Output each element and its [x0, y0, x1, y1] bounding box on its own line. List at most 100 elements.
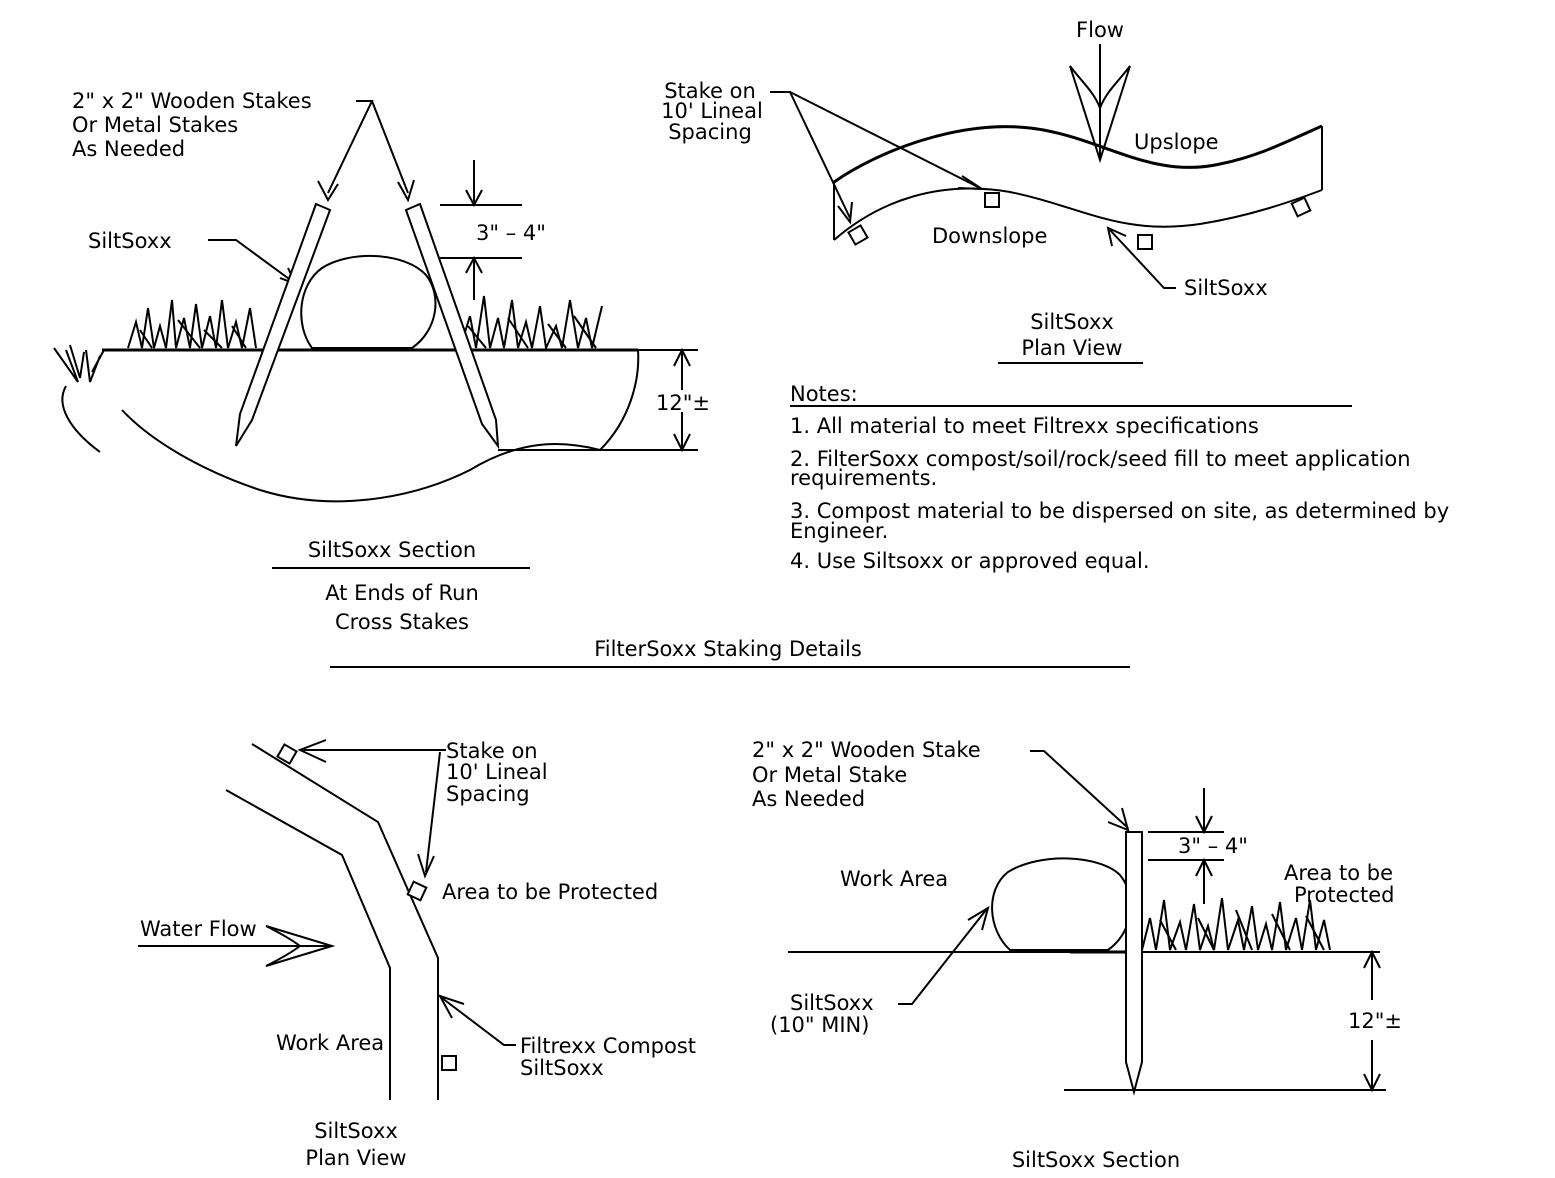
section-b-soxx-label-line2: (10" MIN): [770, 1013, 869, 1037]
section-a-grass-left-blades: [139, 319, 247, 349]
section-a-depth-dim: 12"±: [656, 391, 710, 415]
section-b-depth-dim: 12"±: [1348, 1009, 1402, 1033]
plan-a-soxx-label: SiltSoxx: [1184, 276, 1268, 300]
notes-item-4: 4. Use Siltsoxx or approved equal.: [790, 549, 1150, 573]
notes-item-1: 1. All material to meet Filtrexx specifi…: [790, 414, 1259, 438]
plan-b-soxx-label-line1: Filtrexx Compost: [520, 1034, 696, 1058]
section-a-soil-bottom: [121, 409, 601, 503]
plan-b-soxx-leader: [441, 997, 516, 1046]
section-b-depth-arrow-down: [1363, 1040, 1381, 1093]
section-b-grass-blades: [1159, 909, 1325, 951]
section-a-siltsoxx: [300, 254, 437, 349]
plan-a-stake-label-line3: Spacing: [668, 120, 752, 144]
section-a-soil-left: [61, 385, 101, 453]
plan-b-stake-label-line3: Spacing: [446, 782, 530, 806]
notes-item-2-cont: requirements.: [790, 466, 937, 490]
section-a-arrowhead-left: [317, 180, 339, 203]
plan-a-stake-arrowhead-2: [957, 175, 986, 191]
section-b-protected-label-line1: Area to be: [1284, 861, 1393, 885]
section-a-soxx-label: SiltSoxx: [88, 229, 172, 253]
plan-a-soxx-leader: [1109, 229, 1176, 289]
plan-b-stake-1: [276, 743, 298, 765]
notes-item-2: 2. FilterSoxx compost/soil/rock/seed fil…: [790, 447, 1411, 471]
section-a-stake-label-line3: As Needed: [72, 137, 185, 161]
plan-a-stake-leader-1: [770, 91, 851, 219]
section-b-height-dim: 3" – 4": [1178, 834, 1248, 858]
section-a-stake-label-line1: 2" x 2" Wooden Stakes: [72, 89, 312, 113]
plan-a-soxx-arrowhead: [1106, 226, 1127, 247]
section-a-caption: SiltSoxx Section: [308, 538, 476, 562]
plan-a-stake-leader-2: [789, 91, 981, 189]
plan-b-stake-3: [441, 1055, 457, 1071]
plan-b-sock-inner-edge: [225, 789, 391, 1100]
plan-b-view: Stake on 10' Lineal Spacing Area to be P…: [138, 739, 696, 1170]
section-b-stake-label-line1: 2" x 2" Wooden Stake: [752, 738, 981, 762]
plan-a-sock-upslope-edge: [833, 124, 1323, 184]
plan-a-stake-2: [984, 192, 1000, 208]
plan-a-upslope-label: Upslope: [1134, 130, 1219, 154]
plan-a-stake-arrowhead-1: [837, 201, 853, 225]
plan-a-flow-label: Flow: [1076, 18, 1124, 42]
section-a-grass-right-blades: [467, 315, 597, 349]
plan-b-sock-outer-edge: [251, 743, 439, 1100]
section-b-siltsoxx: [991, 857, 1132, 951]
plan-a-caption-line1: SiltSoxx: [1030, 310, 1114, 334]
section-a-soil-right: [498, 349, 640, 451]
section-a-arrowhead-right: [397, 179, 415, 203]
plan-a-flow-arrowhead: [1069, 65, 1131, 164]
section-b-work-area-label: Work Area: [840, 867, 948, 891]
section-a-depth-arrow-up: [673, 347, 691, 390]
section-a-dim-arrow-down: [465, 160, 483, 208]
plan-a-caption-line2: Plan View: [1021, 336, 1122, 360]
section-a-dim-arrow-up: [465, 255, 483, 300]
drawing-title: FilterSoxx Staking Details: [594, 637, 862, 661]
plan-b-stake-2: [406, 880, 428, 902]
section-b-soxx-leader: [898, 909, 987, 1005]
section-b-stake-label-line2: Or Metal Stake: [752, 763, 907, 787]
plan-b-work-area-label: Work Area: [276, 1031, 384, 1055]
plan-a-stake-1: [847, 224, 869, 246]
plan-b-caption-line2: Plan View: [305, 1146, 406, 1170]
notes-heading: Notes:: [790, 382, 858, 406]
section-b-stake: [1125, 831, 1143, 1096]
section-a-stake-leader-left: [327, 100, 374, 194]
section-a-stake-right: [404, 202, 500, 450]
plan-b-stake-arrowhead-1: [297, 739, 327, 763]
plan-b-stake-leader-2: [425, 751, 441, 873]
section-a-subcaption-line1: At Ends of Run: [325, 581, 479, 605]
section-b-soxx-label-line1: SiltSoxx: [790, 991, 874, 1015]
plan-b-protected-label: Area to be Protected: [442, 880, 658, 904]
plan-b-water-flow-label: Water Flow: [140, 917, 257, 941]
section-a-grass-left-edge: [53, 344, 105, 383]
section-a-view: 2" x 2" Wooden Stakes Or Metal Stakes As…: [53, 89, 710, 634]
plan-a-downslope-label: Downslope: [932, 224, 1047, 248]
section-b-dim-arrow-down: [1195, 788, 1213, 835]
plan-b-stake-arrowhead-2: [417, 853, 435, 879]
section-a-subcaption-line2: Cross Stakes: [335, 610, 469, 634]
plan-a-stake-label-line1: Stake on: [664, 79, 756, 103]
plan-b-soxx-arrowhead: [437, 994, 465, 1019]
section-b-soxx-arrowhead: [967, 905, 990, 931]
section-a-stake-left: [235, 202, 332, 447]
plan-a-stake-label-line2: 10' Lineal: [661, 99, 763, 123]
section-a-soxx-leader: [208, 239, 297, 285]
section-b-dim-arrow-up: [1195, 857, 1213, 904]
section-b-stake-label-line3: As Needed: [752, 787, 865, 811]
notes-item-3: 3. Compost material to be dispersed on s…: [790, 499, 1449, 523]
plan-b-soxx-label-line2: SiltSoxx: [520, 1056, 604, 1080]
notes-item-3-cont: Engineer.: [790, 519, 888, 543]
section-a-depth-arrow-down: [673, 412, 691, 453]
plan-b-caption-line1: SiltSoxx: [314, 1119, 398, 1143]
section-a-height-dim: 3" – 4": [476, 221, 546, 245]
section-a-grass-right: [459, 295, 603, 352]
section-b-protected-label-line2: Protected: [1294, 883, 1395, 907]
section-a-stake-label-line2: Or Metal Stakes: [72, 113, 238, 137]
section-b-stake-leader: [1030, 750, 1129, 829]
section-b-stake-arrowhead: [1107, 807, 1130, 832]
section-a-grass-left: [127, 299, 257, 349]
plan-a-view: Flow Stake on 10' Lineal Spacing Upslope…: [661, 18, 1323, 364]
plan-a-stake-3: [1137, 234, 1153, 250]
notes-block: Notes: 1. All material to meet Filtrexx …: [790, 382, 1449, 573]
plan-b-stake-label-line2: 10' Lineal: [446, 760, 548, 784]
